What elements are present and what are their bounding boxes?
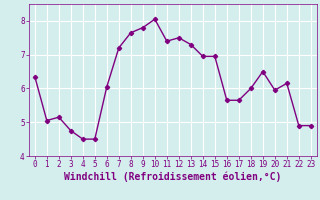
X-axis label: Windchill (Refroidissement éolien,°C): Windchill (Refroidissement éolien,°C)	[64, 172, 282, 182]
